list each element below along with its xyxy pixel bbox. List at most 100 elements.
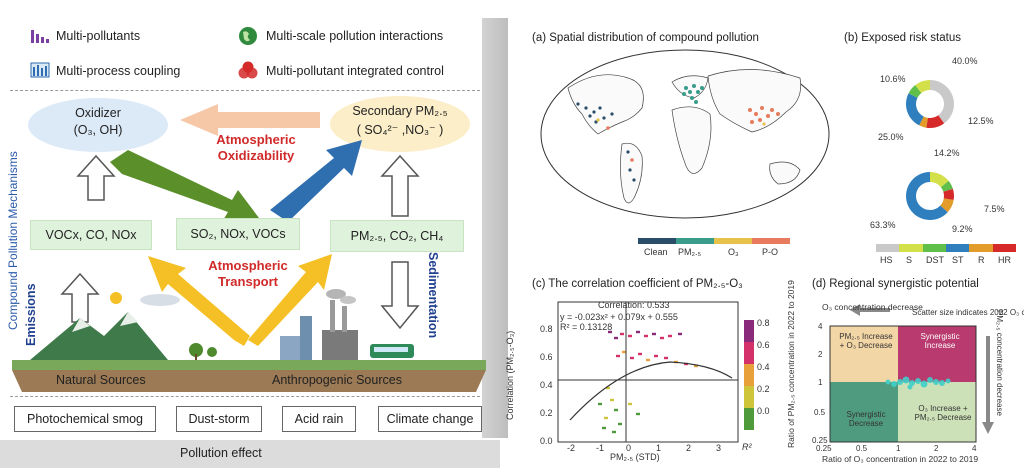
donut-segment — [943, 188, 954, 200]
scatter-point — [654, 354, 658, 358]
atmospheric-transport-label: Atmospheric Transport — [208, 258, 288, 289]
legend-pm25: PM₂.₅ — [678, 247, 702, 257]
pm-decrease-label: PM₂.₅ concentration decrease — [995, 310, 1004, 416]
fit-curve — [569, 361, 733, 421]
box-pm25: PM₂.₅, CO₂, CH₄ — [330, 220, 464, 252]
quadrant-bl — [830, 382, 898, 442]
compound-pollution-infographic: Multi-pollutants Multi-process coupling … — [0, 0, 508, 470]
scatter-ylabel: Correlation (PM₂.₅-O₃) — [505, 330, 515, 420]
ground-base — [12, 370, 486, 392]
quadrant-bl-label: Synergistic Decrease — [846, 410, 886, 428]
scatter-point — [652, 332, 656, 336]
map-legend-bar — [638, 238, 790, 244]
donut-segment — [908, 85, 922, 98]
cbtick-0.0: 0.0 — [757, 406, 770, 416]
legend-integrated-control: Multi-pollutant integrated control — [266, 64, 444, 78]
pm-decrease-arrow — [982, 336, 994, 434]
scatter-frame — [557, 301, 739, 443]
world-map — [540, 49, 830, 219]
box-so2: SO₂, NOx, VOCs — [176, 218, 300, 250]
donut-segment — [919, 116, 928, 128]
xtick-2: 2 — [686, 443, 692, 453]
qytick-1: 1 — [818, 378, 823, 387]
scatter-point — [636, 330, 640, 334]
scatter-point — [694, 364, 698, 368]
anthropogenic-sources-label: Anthropogenic Sources — [272, 373, 402, 387]
sedimentation-label: Sedimentation — [426, 252, 440, 339]
donut2-label-14: 14.2% — [934, 148, 960, 158]
quadrant-xlabel: Ratio of O₃ concentration in 2022 to 201… — [822, 454, 979, 464]
factory-shape — [322, 330, 358, 360]
clean-points — [576, 102, 636, 182]
scatter-point — [622, 350, 626, 354]
effect-climate-change: Climate change — [378, 406, 482, 432]
scatter-point — [678, 332, 682, 336]
scatter-point — [614, 408, 618, 412]
legend-st-swatch — [945, 244, 970, 252]
legend-po: P-O — [762, 247, 779, 257]
grass-strip — [12, 360, 486, 370]
precursor-to-secondary-arrow — [270, 140, 362, 222]
scatter-point — [646, 358, 650, 362]
donut-2 — [906, 172, 954, 220]
colorbar-label: R² — [742, 442, 752, 452]
xtick-neg1: -1 — [596, 443, 605, 453]
sun-shape — [110, 292, 122, 304]
xtick-0: 0 — [626, 443, 632, 453]
cbtick-0.2: 0.2 — [757, 384, 770, 394]
multi-pollutants-icon — [30, 28, 50, 44]
scatter-point — [664, 356, 668, 360]
legend-clean-swatch — [638, 238, 676, 244]
box-3d-side — [482, 18, 508, 438]
qxtick-4: 4 — [972, 444, 977, 453]
legend-hs: HS — [880, 255, 893, 265]
cbtick-0.6: 0.6 — [757, 340, 770, 350]
quadrant-br-label: O₃ Increase + PM₂.₅ Decrease — [914, 404, 972, 422]
africa-shape — [671, 106, 712, 174]
atmospheric-oxidizability-label: Atmospheric Oxidizability — [216, 132, 296, 163]
donut-1 — [906, 80, 954, 128]
quadrant-frame — [829, 325, 977, 443]
scatter-point — [616, 354, 620, 358]
ytick-0.8: 0.8 — [540, 324, 553, 334]
fit-equation: y = -0.023x² + 0.079x + 0.555 — [560, 312, 678, 322]
donut1-label-40: 40.0% — [952, 56, 978, 66]
donut2-label-7: 7.5% — [984, 204, 1005, 214]
process-arrows — [12, 104, 486, 392]
xtick-3: 3 — [716, 443, 722, 453]
legend-multi-scale: Multi-scale pollution interactions — [266, 29, 444, 43]
xtick-1: 1 — [656, 443, 662, 453]
qytick-2: 2 — [818, 350, 823, 359]
quadrant-tr — [898, 326, 976, 382]
secondary-formula: ( SO₄²⁻ ,NO₃⁻ ) — [356, 123, 444, 137]
donut-segment — [926, 115, 945, 128]
donut-segment — [930, 172, 949, 188]
scatter-point — [660, 336, 664, 340]
scatter-point — [628, 402, 632, 406]
qxtick-1: 1 — [896, 444, 901, 453]
scatter-point — [604, 416, 608, 420]
effect-photochemical-smog: Photochemical smog — [14, 406, 156, 432]
globe-icon — [238, 26, 258, 46]
scatter-point — [606, 386, 610, 390]
quadrant-tr-label: Synergistic Increase — [920, 332, 960, 350]
correlation-label: Correlation: 0.533 — [598, 300, 670, 310]
scatter-point — [598, 402, 602, 406]
r2-colorbar — [744, 320, 754, 430]
divider-top — [10, 90, 480, 91]
oxidizer-title: Oxidizer — [75, 106, 121, 120]
australia-shape — [769, 161, 801, 185]
oxidizer-formula: (O₃, OH) — [73, 123, 123, 137]
quadrant-ylabel: Ratio of PM₂.₅ concentration in 2022 to … — [786, 280, 796, 448]
donut-segment — [940, 198, 954, 213]
ytick-0.4: 0.4 — [540, 380, 553, 390]
donut-segment — [906, 93, 924, 126]
control-circles-icon — [238, 60, 258, 80]
legend-hr-swatch — [992, 244, 1016, 252]
qytick-4: 4 — [818, 322, 823, 331]
pollution-effect-label: Pollution effect — [180, 446, 262, 460]
donut2-label-63: 63.3% — [870, 220, 896, 230]
oxidizer-oval: Oxidizer (O₃, OH) — [28, 98, 168, 152]
donut2-label-9: 9.2% — [952, 224, 973, 234]
quadrant-tl — [830, 326, 898, 382]
